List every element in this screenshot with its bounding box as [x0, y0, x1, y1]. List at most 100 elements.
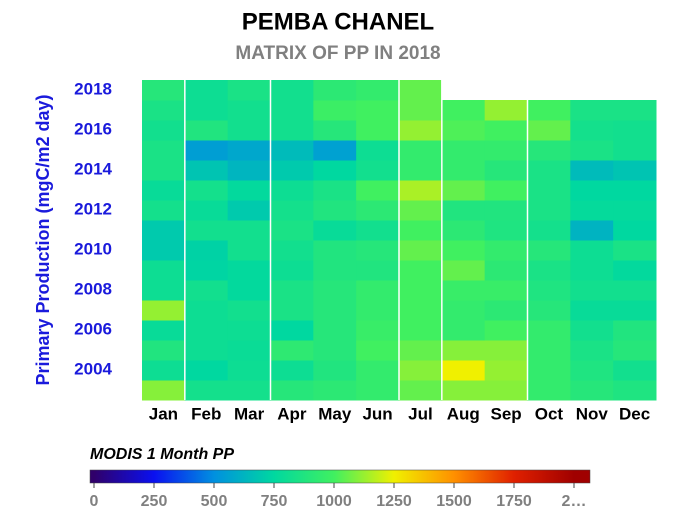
heatmap-cell	[613, 200, 657, 221]
colorbar-tick-label: 1750	[496, 493, 532, 510]
heatmap-cell	[184, 320, 229, 341]
heatmap-cell	[399, 320, 443, 341]
heatmap-cell	[570, 120, 614, 141]
heatmap-cell	[184, 340, 229, 361]
heatmap-cell	[613, 140, 657, 161]
heatmap-cell	[399, 380, 443, 401]
heatmap-cell	[313, 220, 357, 241]
heatmap-cell	[570, 320, 614, 341]
y-tick-label: 2008	[74, 279, 112, 298]
heatmap-cell	[527, 100, 571, 121]
heatmap-cell	[527, 200, 571, 221]
heatmap-cell	[399, 160, 443, 181]
heatmap-cell	[399, 180, 443, 201]
heatmap-cell	[399, 260, 443, 281]
heatmap-cell	[484, 200, 528, 221]
heatmap-cell	[441, 140, 486, 161]
heatmap-cell	[313, 360, 357, 381]
heatmap-cell	[613, 220, 657, 241]
heatmap-cell	[613, 100, 657, 121]
heatmap-cell	[484, 300, 528, 321]
heatmap-cell	[399, 100, 443, 121]
heatmap-cell	[184, 200, 229, 221]
x-tick-label: Dec	[619, 404, 650, 423]
heatmap-cell	[570, 340, 614, 361]
heatmap-cell	[270, 360, 314, 381]
heatmap-cell	[142, 340, 186, 361]
heatmap-cell	[527, 220, 571, 241]
heatmap-cell	[441, 340, 486, 361]
heatmap-cell	[227, 160, 271, 181]
x-tick-label: Sep	[490, 404, 521, 423]
heatmap-cell	[142, 240, 186, 261]
heatmap-cell	[399, 140, 443, 161]
x-tick-label: Aug	[447, 404, 480, 423]
heatmap-cell	[570, 220, 614, 241]
x-tick-label: Mar	[234, 404, 265, 423]
heatmap-cell	[270, 220, 314, 241]
heatmap-cell	[313, 140, 357, 161]
heatmap-cell	[527, 180, 571, 201]
heatmap-cell	[142, 280, 186, 301]
heatmap-cell	[184, 140, 229, 161]
heatmap-cell	[227, 140, 271, 161]
heatmap-cell	[270, 380, 314, 401]
heatmap-cell	[227, 260, 271, 281]
chart-title: PEMBA CHANEL	[242, 8, 434, 35]
y-tick-label: 2012	[74, 199, 112, 218]
heatmap-cell	[613, 320, 657, 341]
heatmap-cell	[441, 360, 486, 381]
heatmap-cell	[527, 300, 571, 321]
y-tick-label: 2004	[74, 359, 112, 378]
heatmap-cell	[227, 220, 271, 241]
colorbar-tick-label: 500	[201, 493, 228, 510]
heatmap-cell	[527, 360, 571, 381]
colorbar-tick-label: 750	[261, 493, 288, 510]
heatmap-cell	[570, 180, 614, 201]
x-tick-label: Feb	[191, 404, 221, 423]
heatmap-cell	[570, 200, 614, 221]
heatmap-cell	[613, 340, 657, 361]
heatmap-cell	[570, 260, 614, 281]
heatmap-cell	[570, 100, 614, 121]
heatmap-cell	[227, 180, 271, 201]
heatmap-cell	[613, 240, 657, 261]
heatmap-cell	[527, 320, 571, 341]
x-tick-label: May	[318, 404, 352, 423]
heatmap-cell	[441, 320, 486, 341]
colorbar	[89, 469, 591, 484]
heatmap-cell	[142, 260, 186, 281]
colorbar-tick-label: 1250	[376, 493, 412, 510]
heatmap-cell	[570, 140, 614, 161]
y-axis-label: Primary Production (mgC/m2 day)	[33, 94, 53, 386]
heatmap-cell	[570, 160, 614, 181]
heatmap-cell	[484, 340, 528, 361]
x-tick-label: Nov	[576, 404, 609, 423]
heatmap-cell	[441, 160, 486, 181]
heatmap-cell	[356, 200, 400, 221]
y-tick-label: 2006	[74, 319, 112, 338]
heatmap-cell	[227, 100, 271, 121]
heatmap-cell	[270, 320, 314, 341]
heatmap-cell	[441, 260, 486, 281]
heatmap-cell	[613, 120, 657, 141]
heatmap-cell	[184, 100, 229, 121]
heatmap-cell	[441, 120, 486, 141]
heatmap-cell	[527, 240, 571, 261]
heatmap-cell	[527, 140, 571, 161]
heatmap-cell	[356, 140, 400, 161]
heatmap-cell	[142, 100, 186, 121]
heatmap-cell	[570, 380, 614, 401]
heatmap-cell	[399, 280, 443, 301]
heatmap-cell	[270, 80, 314, 101]
heatmap-cell	[184, 360, 229, 381]
heatmap-cell	[527, 340, 571, 361]
heatmap-cell	[399, 240, 443, 261]
heatmap-cell	[227, 240, 271, 261]
heatmap-cell	[184, 120, 229, 141]
heatmap-cell	[227, 340, 271, 361]
heatmap-cell	[399, 220, 443, 241]
heatmap-cell	[184, 180, 229, 201]
heatmap-cell	[441, 280, 486, 301]
heatmap-cell	[527, 260, 571, 281]
